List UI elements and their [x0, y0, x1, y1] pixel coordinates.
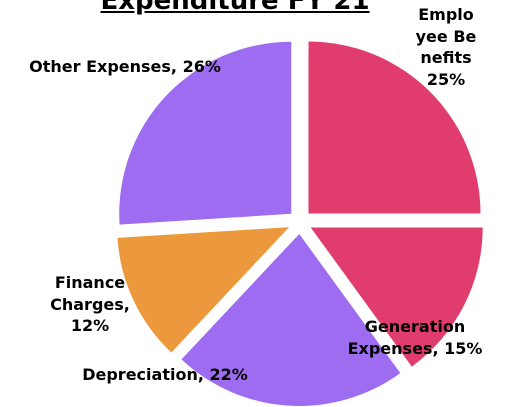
slice-label: Generation Expenses, 15%	[330, 316, 500, 359]
category-label: Depreciation,	[82, 365, 204, 384]
value-label: 22%	[209, 365, 248, 384]
category-label: Finance Charges,	[50, 273, 130, 314]
pie-slice	[181, 233, 401, 406]
value-label: 12%	[70, 316, 110, 336]
value-label: 25%	[426, 69, 466, 89]
value-label: 26%	[182, 57, 221, 76]
value-label: 15%	[444, 338, 483, 358]
slice-label: Other Expenses, 26%	[20, 56, 230, 78]
slice-label: Depreciation, 22%	[50, 364, 280, 386]
slice-label: Employee Benefits 25%	[410, 4, 482, 90]
pie-slice	[310, 227, 483, 367]
category-label: Generation Expenses,	[347, 317, 466, 358]
chart-title: Expenditure FY 21	[100, 0, 370, 16]
category-label: Employee Benefits	[415, 5, 477, 68]
pie-slice	[308, 41, 481, 214]
slice-label: Finance Charges, 12%	[35, 272, 145, 337]
pie-slice	[119, 41, 292, 225]
pie-slice	[117, 227, 290, 353]
category-label: Other Expenses,	[29, 57, 177, 76]
